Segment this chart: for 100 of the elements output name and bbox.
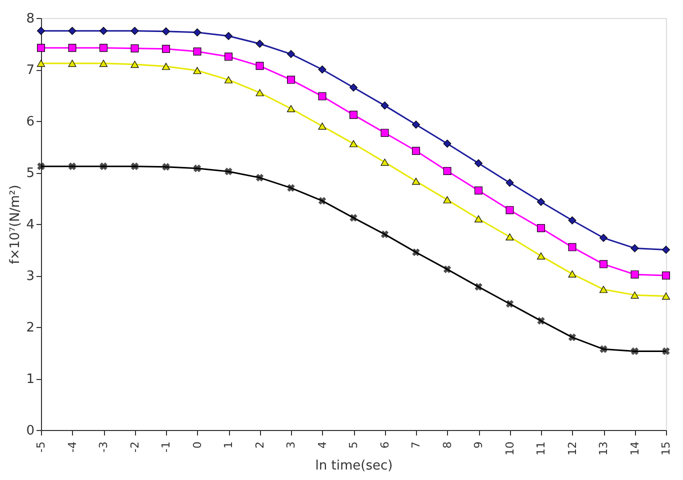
point — [630, 270, 639, 278]
point — [318, 65, 326, 74]
point — [662, 246, 670, 254]
point — [536, 198, 546, 206]
point — [412, 120, 420, 129]
point — [412, 248, 420, 256]
y-tick-label: 8 — [26, 12, 34, 26]
point — [193, 164, 202, 172]
point — [662, 347, 670, 356]
point — [100, 162, 108, 170]
point — [286, 50, 296, 58]
point — [349, 140, 358, 148]
x-tick-label: 10 — [503, 442, 516, 456]
x-tick-label: 2 — [253, 442, 266, 448]
y-tick-label: 3 — [26, 269, 34, 284]
x-tick-label: 1 — [222, 442, 235, 448]
point — [443, 140, 452, 148]
point — [350, 214, 358, 222]
point — [506, 300, 514, 308]
point — [412, 146, 420, 155]
point — [630, 244, 639, 252]
point — [474, 282, 482, 291]
point — [380, 102, 389, 110]
point — [224, 52, 233, 61]
point — [474, 215, 483, 222]
point — [130, 44, 139, 52]
point — [37, 162, 45, 170]
point — [162, 44, 170, 53]
point — [162, 62, 170, 70]
point — [318, 122, 326, 130]
point — [536, 252, 546, 260]
point — [474, 159, 483, 168]
point — [68, 60, 76, 67]
x-tick-label: 4 — [316, 442, 329, 448]
x-tick-label: 14 — [628, 442, 642, 456]
y-tick-label: 7 — [26, 63, 34, 78]
point — [318, 196, 326, 205]
point — [600, 345, 608, 353]
point — [68, 26, 76, 35]
x-tick-label: 15 — [660, 442, 672, 456]
x-tick-label: 8 — [440, 442, 454, 448]
x-tick-label: 12 — [566, 442, 579, 456]
point — [256, 62, 264, 70]
point — [662, 271, 670, 280]
y-tick-label: 5 — [26, 166, 34, 181]
point — [506, 233, 514, 240]
point — [568, 333, 576, 342]
point — [36, 44, 46, 52]
point — [412, 178, 420, 185]
point — [99, 44, 108, 52]
x-axis-title: ln time(sec) — [315, 458, 393, 474]
point — [287, 184, 295, 192]
y-tick-label: 0 — [26, 424, 34, 438]
point — [318, 92, 326, 100]
point — [443, 166, 452, 175]
point — [599, 234, 608, 242]
x-tick-label: 11 — [534, 442, 548, 456]
point — [130, 26, 139, 35]
y-tick-label: 1 — [26, 372, 34, 387]
x-tick-label: -1 — [160, 442, 172, 452]
point — [36, 26, 46, 35]
point — [193, 28, 202, 36]
point — [224, 168, 232, 176]
point — [68, 162, 76, 170]
point — [224, 32, 233, 40]
point — [599, 286, 608, 293]
point — [630, 347, 639, 356]
point — [568, 216, 576, 224]
y-tick-label: 4 — [26, 218, 34, 232]
y-tick-label: 6 — [26, 114, 34, 130]
point — [380, 230, 389, 238]
point — [193, 47, 202, 56]
point — [130, 162, 139, 170]
x-tick-label: 5 — [347, 442, 360, 448]
point — [349, 110, 358, 119]
point — [630, 292, 639, 299]
x-tick-label: 3 — [284, 442, 298, 448]
point — [380, 158, 389, 166]
point — [536, 224, 546, 232]
point — [99, 26, 108, 35]
point — [662, 292, 670, 300]
point — [474, 186, 483, 195]
point — [130, 60, 139, 68]
point — [506, 178, 514, 187]
x-tick-label: -3 — [97, 442, 110, 452]
point — [162, 27, 170, 36]
point — [256, 40, 264, 48]
x-tick-label: 13 — [597, 442, 610, 456]
point — [256, 89, 264, 96]
x-tick-label: -4 — [66, 442, 79, 452]
point — [349, 84, 358, 92]
point — [68, 44, 76, 52]
point — [537, 316, 545, 325]
x-tick-label: -2 — [128, 442, 142, 452]
point — [599, 260, 608, 268]
y-axis-title: f×10⁷(N/m²) — [8, 184, 24, 264]
point — [193, 67, 202, 74]
point — [286, 76, 296, 84]
x-tick-label: 6 — [378, 442, 392, 448]
point — [443, 265, 452, 274]
